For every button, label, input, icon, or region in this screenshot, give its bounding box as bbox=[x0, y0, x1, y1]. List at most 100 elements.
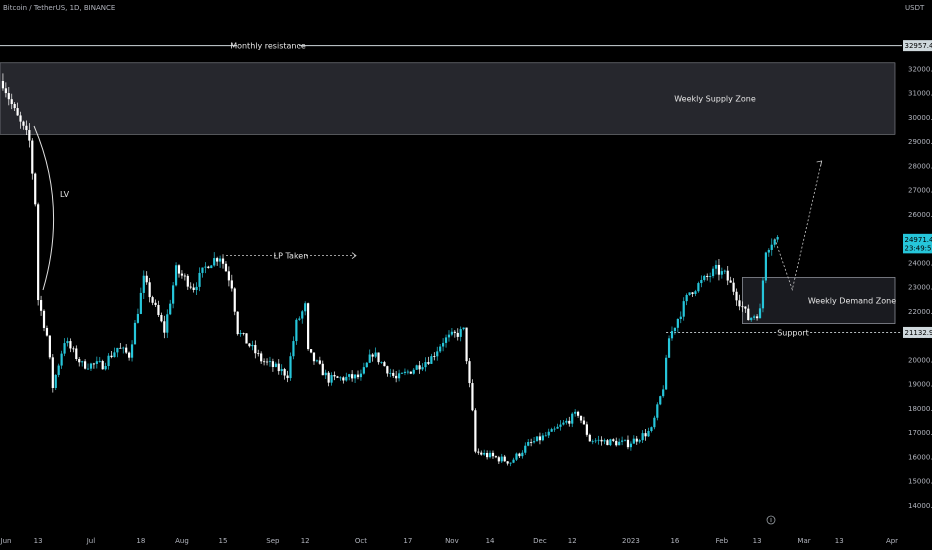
candle-body bbox=[160, 315, 163, 322]
candle-body bbox=[709, 276, 712, 277]
candle-body bbox=[738, 300, 741, 307]
candle-body bbox=[98, 361, 101, 362]
candle-body bbox=[694, 291, 697, 294]
candle-body bbox=[673, 327, 677, 332]
projection-arrow bbox=[816, 160, 823, 167]
candle-body bbox=[635, 438, 638, 442]
candle-body bbox=[307, 303, 310, 350]
candle-body bbox=[541, 435, 544, 441]
candle-body bbox=[477, 451, 480, 453]
candle-body bbox=[773, 239, 776, 245]
candle-body bbox=[576, 411, 580, 416]
candle-body bbox=[198, 272, 201, 287]
x-tick-label: Oct bbox=[355, 537, 367, 545]
candle-body bbox=[582, 420, 586, 425]
candle-body bbox=[268, 361, 272, 363]
candle-body bbox=[659, 396, 662, 405]
candle-body bbox=[527, 441, 530, 446]
candle-body bbox=[480, 452, 483, 455]
candle-body bbox=[89, 363, 93, 369]
candle-body bbox=[25, 125, 28, 131]
candle-body bbox=[647, 430, 650, 437]
candle-body bbox=[618, 441, 621, 446]
candle-body bbox=[286, 375, 289, 379]
candle-body bbox=[254, 344, 257, 354]
candle-body bbox=[227, 271, 230, 281]
x-tick-label: 14 bbox=[486, 537, 495, 545]
candle-body bbox=[333, 375, 336, 377]
candle-body bbox=[78, 359, 81, 363]
candle-body bbox=[550, 429, 553, 432]
candle-body bbox=[37, 204, 40, 301]
candle-body bbox=[667, 338, 671, 358]
candle-body bbox=[128, 352, 131, 358]
x-tick-label: Feb bbox=[716, 537, 729, 545]
price-tag-bg bbox=[903, 326, 932, 338]
candle-body bbox=[277, 363, 280, 372]
candle-body bbox=[665, 357, 668, 390]
candle-body bbox=[324, 372, 327, 376]
candle-body bbox=[706, 275, 709, 277]
candle-body bbox=[483, 452, 486, 455]
candle-body bbox=[620, 440, 624, 442]
x-tick-label: 15 bbox=[219, 537, 228, 545]
candle-body bbox=[753, 316, 756, 318]
candle-body bbox=[60, 353, 63, 366]
candle-body bbox=[518, 453, 521, 457]
candle-body bbox=[166, 314, 169, 333]
candle-body bbox=[412, 369, 415, 374]
candle-body bbox=[342, 377, 345, 381]
candle-body bbox=[509, 462, 512, 464]
candle-body bbox=[318, 360, 321, 364]
candle-body bbox=[51, 357, 54, 388]
candle-body bbox=[574, 411, 577, 414]
candle-body bbox=[260, 353, 263, 362]
candle-body bbox=[301, 311, 304, 319]
candle-body bbox=[63, 343, 66, 354]
candle-body bbox=[761, 280, 765, 309]
candle-body bbox=[767, 249, 770, 253]
candle-body bbox=[409, 371, 412, 374]
candle-body bbox=[641, 433, 644, 441]
price-tag-label: 32957.47 bbox=[905, 42, 932, 50]
candle-body bbox=[183, 275, 186, 277]
x-tick-label: Sep bbox=[266, 537, 280, 545]
level-label-bg bbox=[237, 39, 299, 52]
candle-body bbox=[623, 439, 627, 441]
candle-body bbox=[204, 266, 207, 268]
candle-body bbox=[500, 456, 503, 462]
candle-body bbox=[720, 271, 723, 275]
candle-body bbox=[644, 433, 647, 437]
candle-body bbox=[368, 354, 371, 363]
lp-arrow bbox=[351, 252, 357, 259]
candle-body bbox=[242, 333, 245, 334]
candle-body bbox=[157, 305, 160, 316]
candle-body bbox=[700, 279, 703, 284]
y-tick-label: 22000.00 bbox=[908, 308, 932, 316]
y-tick-label: 19000.00 bbox=[908, 381, 932, 389]
candle-body bbox=[92, 363, 96, 365]
candle-body bbox=[711, 268, 715, 277]
candle-body bbox=[486, 452, 489, 458]
zone-label-1: Weekly Supply Zone bbox=[674, 95, 756, 104]
candle-body bbox=[729, 280, 732, 283]
candle-body bbox=[107, 355, 110, 367]
candle-body bbox=[424, 362, 427, 368]
candle-body bbox=[28, 130, 31, 141]
candle-body bbox=[139, 292, 142, 314]
candle-body bbox=[547, 431, 550, 436]
price-tag-bg bbox=[903, 40, 932, 52]
x-tick-label: Nov bbox=[445, 537, 459, 545]
candle-body bbox=[145, 275, 148, 283]
candle-body bbox=[365, 362, 368, 368]
candle-body bbox=[744, 306, 747, 309]
zone-rect-2 bbox=[742, 277, 896, 324]
candle-body bbox=[553, 428, 556, 430]
y-tick-label: 26000.00 bbox=[908, 211, 932, 219]
candle-body bbox=[456, 332, 459, 337]
candle-body bbox=[395, 375, 398, 379]
candle-body bbox=[10, 99, 13, 105]
y-tick-label: 14000.00 bbox=[908, 502, 932, 510]
